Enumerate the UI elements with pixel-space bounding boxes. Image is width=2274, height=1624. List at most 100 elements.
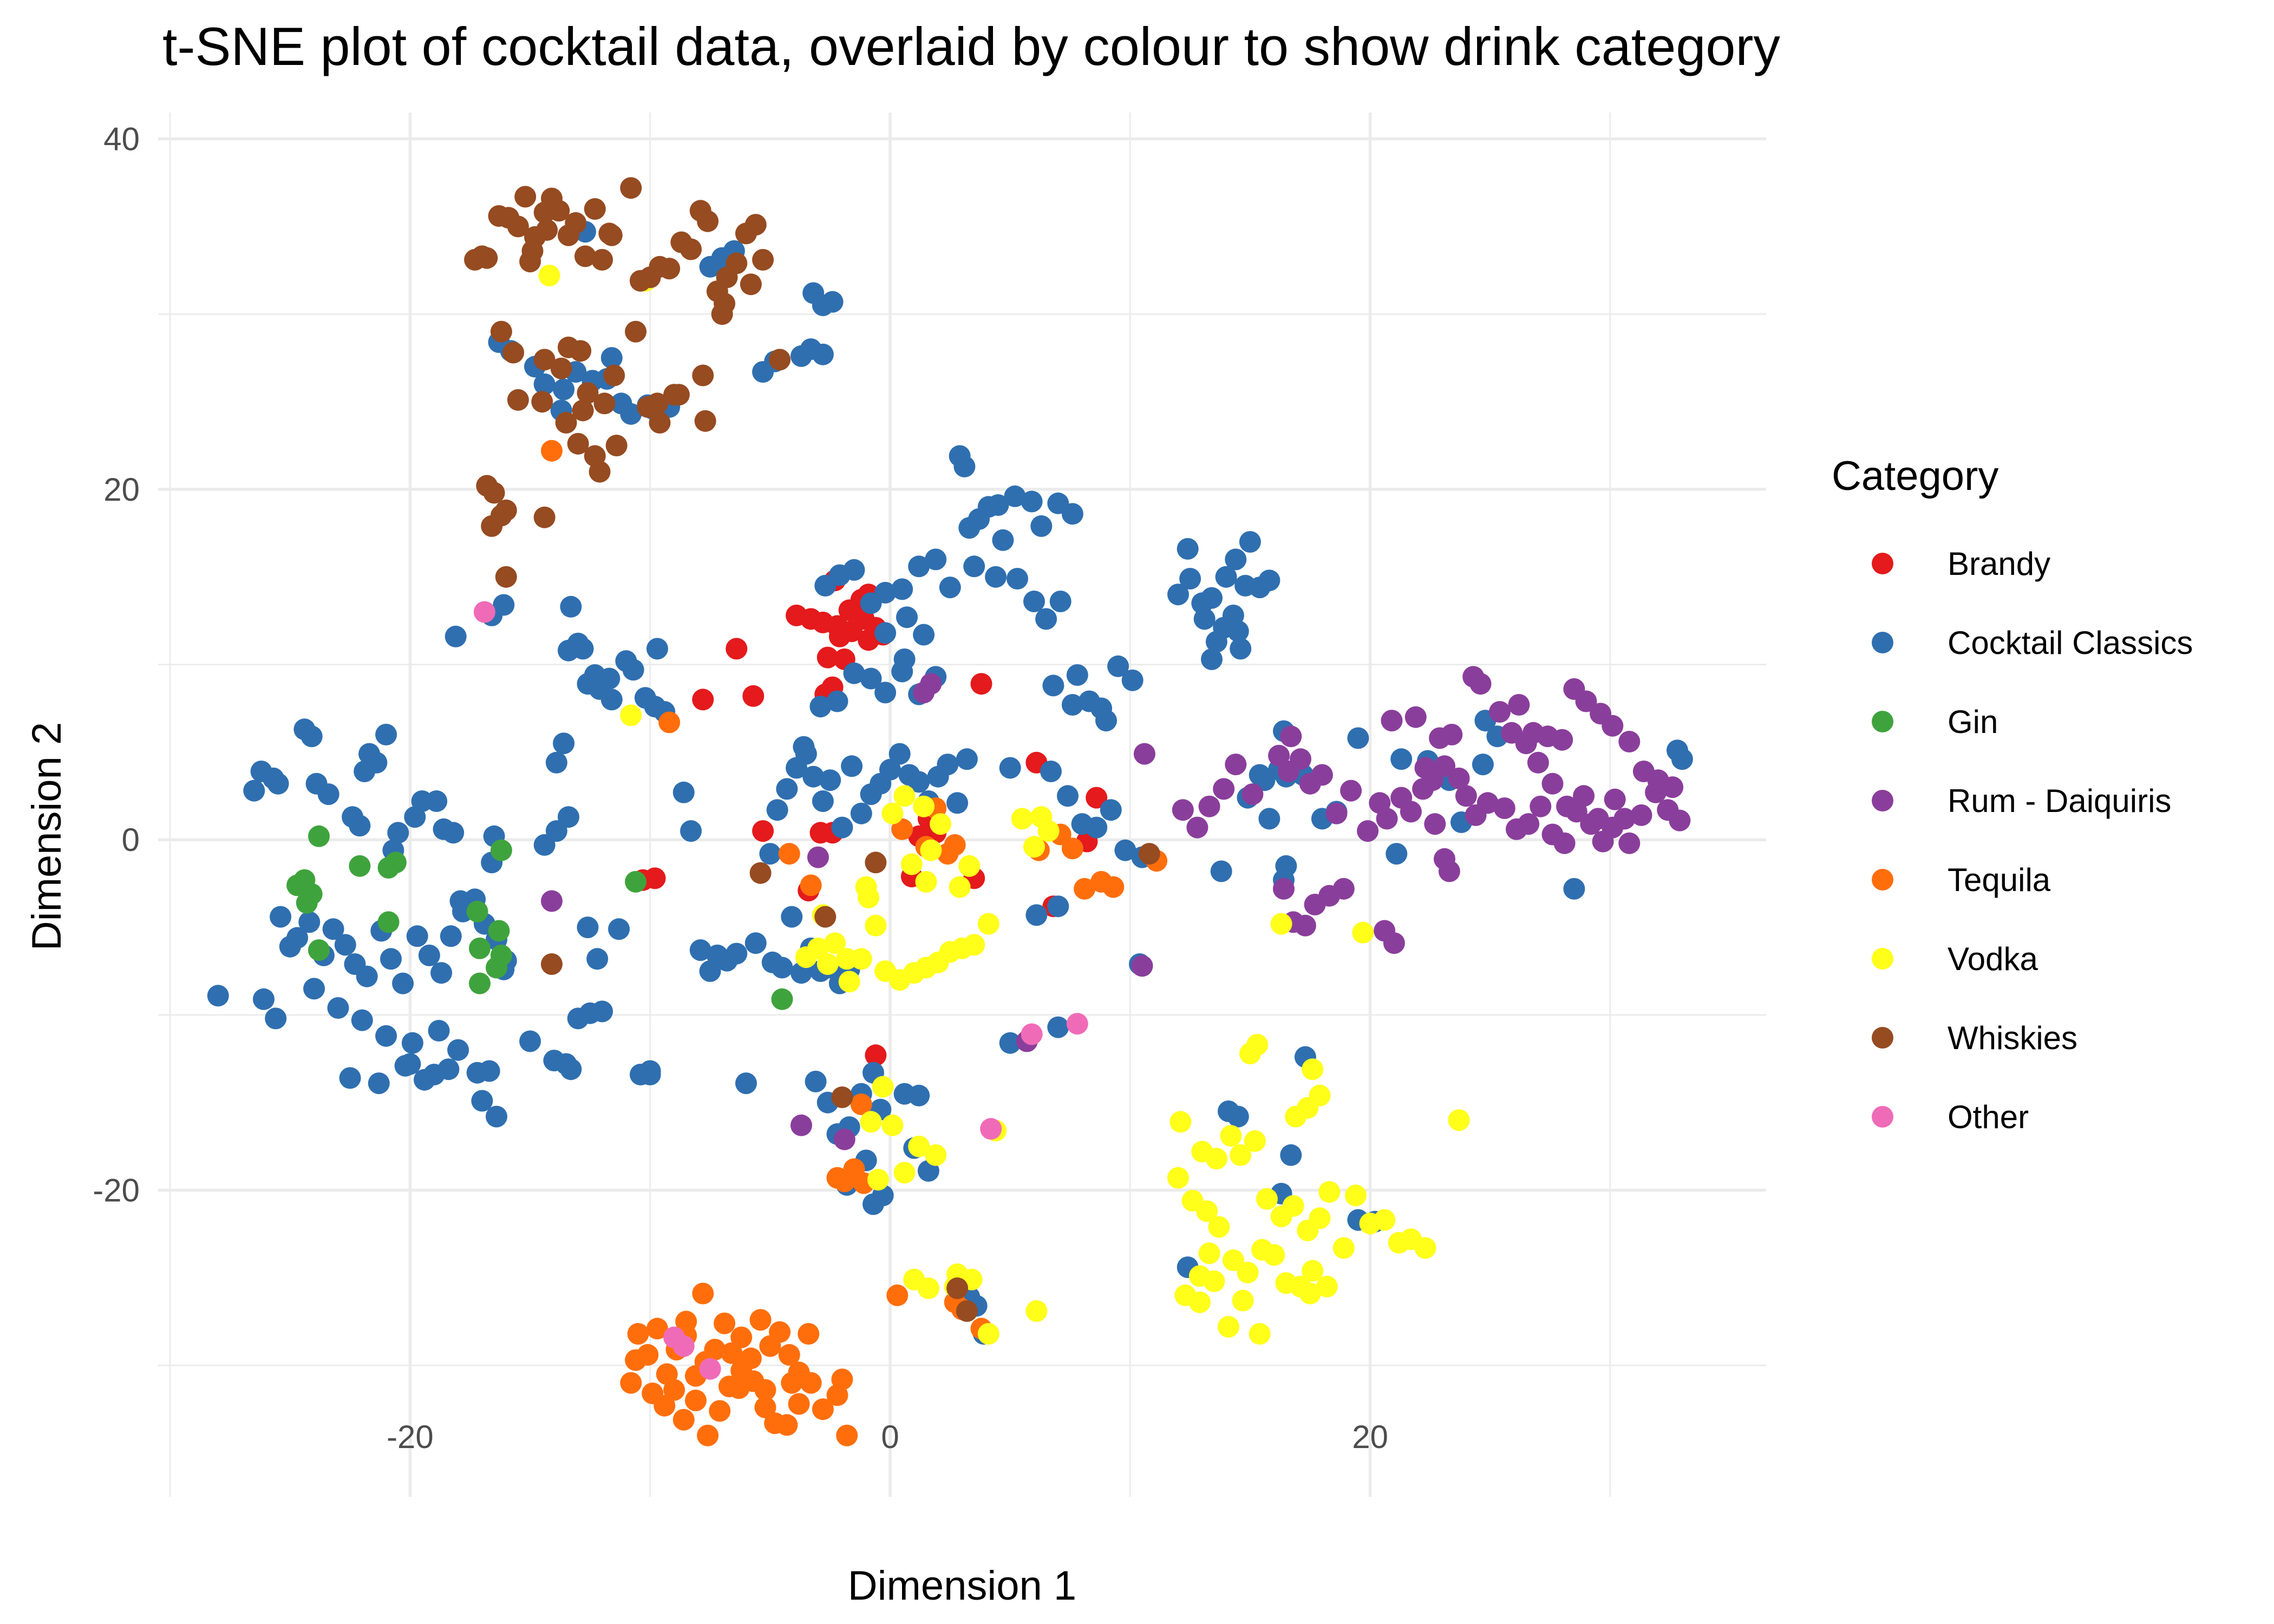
series-tequila bbox=[541, 440, 1168, 1446]
data-point bbox=[913, 624, 935, 646]
data-point bbox=[442, 822, 465, 844]
data-point bbox=[1169, 1111, 1192, 1133]
data-point bbox=[749, 862, 772, 884]
data-point bbox=[253, 988, 275, 1010]
data-point bbox=[977, 1323, 999, 1345]
series-cocktail-classics bbox=[207, 221, 1693, 1345]
data-point bbox=[925, 1144, 947, 1166]
data-point bbox=[401, 1032, 423, 1054]
data-point bbox=[1573, 785, 1595, 807]
data-point bbox=[1280, 1144, 1302, 1166]
data-point bbox=[1239, 531, 1261, 553]
data-point bbox=[600, 689, 623, 711]
data-point bbox=[625, 870, 647, 893]
data-point bbox=[831, 816, 853, 839]
data-point bbox=[1061, 503, 1083, 525]
data-point bbox=[1138, 843, 1160, 865]
data-point bbox=[1669, 809, 1691, 831]
data-point bbox=[1309, 1207, 1331, 1229]
data-point bbox=[893, 785, 916, 807]
data-point bbox=[788, 1393, 810, 1415]
data-point bbox=[317, 783, 339, 806]
data-point bbox=[1086, 816, 1108, 839]
data-point bbox=[538, 265, 560, 286]
data-point bbox=[833, 1128, 855, 1150]
data-point bbox=[838, 971, 860, 993]
data-point bbox=[469, 972, 491, 994]
data-point bbox=[908, 1084, 930, 1106]
data-point bbox=[493, 594, 515, 616]
data-point bbox=[1198, 1242, 1220, 1265]
legend-swatch bbox=[1872, 790, 1893, 811]
data-point bbox=[1273, 878, 1295, 900]
data-point bbox=[812, 1398, 834, 1420]
data-point bbox=[495, 499, 517, 521]
data-point bbox=[1037, 820, 1060, 842]
data-point bbox=[1225, 548, 1247, 571]
data-point bbox=[1061, 837, 1083, 860]
data-point bbox=[949, 876, 971, 898]
data-point bbox=[1021, 490, 1043, 513]
data-point bbox=[963, 555, 985, 578]
data-point bbox=[726, 252, 748, 274]
data-point bbox=[1299, 1282, 1321, 1305]
legend: Category Brandy Cocktail Classics Gin Rum -… bbox=[1832, 453, 2193, 1135]
data-point bbox=[900, 853, 923, 875]
data-point bbox=[1551, 729, 1573, 751]
data-point bbox=[550, 357, 572, 379]
data-point bbox=[1302, 1058, 1324, 1081]
data-point bbox=[593, 392, 616, 415]
data-point bbox=[937, 754, 959, 776]
data-point bbox=[1476, 792, 1499, 814]
data-points bbox=[207, 177, 1693, 1446]
data-point bbox=[841, 755, 863, 777]
data-point bbox=[1527, 751, 1549, 774]
data-point bbox=[826, 690, 848, 712]
data-point bbox=[1208, 1216, 1230, 1238]
data-point bbox=[946, 792, 969, 814]
data-point bbox=[881, 1114, 904, 1136]
data-point bbox=[1386, 843, 1408, 865]
data-point bbox=[368, 1072, 390, 1095]
data-point bbox=[1280, 725, 1302, 748]
data-point bbox=[1347, 727, 1369, 749]
data-point bbox=[908, 771, 930, 793]
data-point bbox=[1258, 569, 1280, 592]
data-point bbox=[836, 948, 858, 970]
data-point bbox=[1340, 780, 1362, 802]
legend-items: Brandy Cocktail Classics Gin Rum - Daiquiri… bbox=[1872, 546, 2193, 1135]
data-point bbox=[490, 839, 512, 861]
data-point bbox=[675, 1311, 697, 1333]
data-point bbox=[759, 843, 781, 865]
data-point bbox=[1011, 808, 1033, 830]
data-point bbox=[672, 1409, 695, 1431]
data-point bbox=[1107, 655, 1129, 677]
legend-swatch bbox=[1872, 1106, 1893, 1128]
data-point bbox=[560, 595, 582, 618]
data-point bbox=[1357, 820, 1379, 842]
data-point bbox=[572, 638, 594, 660]
data-point bbox=[1404, 706, 1427, 728]
data-point bbox=[406, 925, 428, 947]
data-point bbox=[1376, 808, 1398, 830]
data-point bbox=[917, 1277, 939, 1299]
data-point bbox=[627, 1323, 649, 1345]
data-point bbox=[742, 685, 764, 707]
data-point bbox=[802, 765, 825, 788]
data-point bbox=[296, 892, 318, 914]
data-point bbox=[963, 934, 985, 956]
data-point bbox=[646, 392, 668, 415]
data-point bbox=[800, 874, 822, 896]
data-point bbox=[692, 689, 714, 711]
data-point bbox=[1518, 813, 1540, 835]
data-point bbox=[1021, 1023, 1043, 1045]
data-point bbox=[668, 384, 690, 406]
data-point bbox=[692, 1282, 714, 1305]
data-point bbox=[714, 1312, 736, 1334]
data-point bbox=[680, 820, 702, 842]
data-point bbox=[1215, 566, 1237, 588]
data-point bbox=[620, 403, 642, 425]
data-point bbox=[771, 988, 793, 1010]
data-point bbox=[1412, 778, 1434, 800]
